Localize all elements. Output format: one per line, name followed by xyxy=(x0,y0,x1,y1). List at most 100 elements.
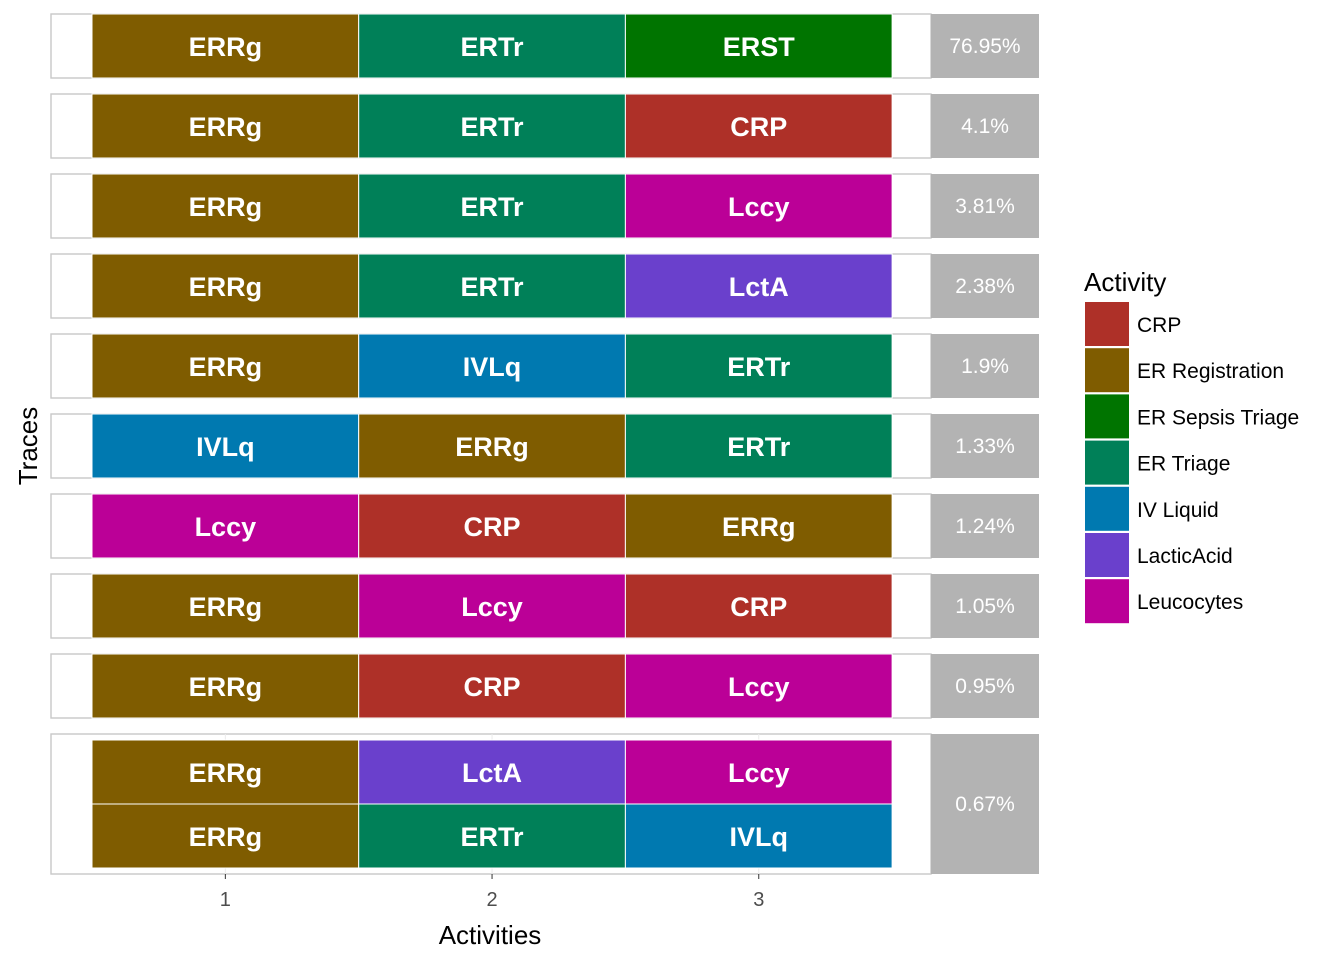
legend-label: CRP xyxy=(1137,314,1181,337)
legend-item: ER Sepsis Triage xyxy=(1085,394,1299,439)
activity-tile xyxy=(624,653,893,719)
legend-item: CRP xyxy=(1085,302,1181,346)
percentage-label: 0.67% xyxy=(955,793,1015,816)
activity-tile xyxy=(91,573,360,639)
trace-facet: ERRg ERTr CRP 4.1% xyxy=(50,93,1039,159)
legend-item: ER Registration xyxy=(1085,348,1284,393)
trace-facet: ERRg ERTr ERST 76.95% xyxy=(50,13,1039,79)
activity-tile-label: LctA xyxy=(462,758,522,788)
activity-tile xyxy=(358,739,626,805)
trace-facet: ERRg ERTr LctA 2.38% xyxy=(50,253,1039,319)
activity-tile xyxy=(91,253,360,319)
trace-facet: ERRg CRP Lccy 0.95% xyxy=(50,653,1039,719)
trace-facet: ERRg Lccy CRP 1.05% xyxy=(50,573,1039,639)
activity-tile xyxy=(358,13,626,79)
percentage-label: 3.81% xyxy=(955,195,1015,218)
activity-tile xyxy=(624,493,893,559)
percentage-strip xyxy=(931,734,1039,874)
x-tick-label: 2 xyxy=(486,889,497,911)
legend-item: Leucocytes xyxy=(1085,579,1243,624)
activity-tile xyxy=(91,173,360,239)
legend-label: LacticAcid xyxy=(1137,545,1233,568)
x-tick-label: 1 xyxy=(220,889,231,911)
activity-tile xyxy=(624,739,893,805)
activity-tile xyxy=(624,413,893,479)
activity-tile xyxy=(91,493,360,559)
activity-tile xyxy=(358,573,626,639)
activity-tile-label: Lccy xyxy=(728,192,790,222)
activity-tile xyxy=(624,173,893,239)
percentage-strip xyxy=(931,254,1039,318)
activity-tile xyxy=(624,803,893,869)
activity-tile-label: ERRg xyxy=(189,192,263,222)
activity-tile-label: ERST xyxy=(723,32,796,62)
activity-tile-label: ERTr xyxy=(461,822,525,852)
activity-tile xyxy=(624,333,893,399)
legend-label: ER Registration xyxy=(1137,360,1284,383)
activity-tile-label: ERTr xyxy=(727,352,791,382)
legend-key xyxy=(1085,579,1129,624)
activity-tile-label: ERRg xyxy=(189,592,263,622)
activity-tile-label: ERTr xyxy=(461,32,525,62)
legend: Activity CRP ER Registration ER Sepsis Tri… xyxy=(1084,267,1299,624)
percentage-strip xyxy=(931,94,1039,158)
trace-facet: ERRg LctA Lccy ERRg ERTr IVLq 0.67% xyxy=(50,733,1039,875)
legend-label: ER Sepsis Triage xyxy=(1137,406,1299,429)
trace-facet: ERRg ERTr Lccy 3.81% xyxy=(50,173,1039,239)
trace-panels: ERRg ERTr ERST 76.95% ERRg ERTr CRP 4.1% ERRg ERT… xyxy=(50,13,1039,875)
trace-facet: ERRg IVLq ERTr 1.9% xyxy=(50,333,1039,399)
activity-tile-label: LctA xyxy=(729,272,789,302)
percentage-label: 2.38% xyxy=(955,275,1015,298)
activity-tile-label: IVLq xyxy=(730,822,789,852)
activity-tile xyxy=(358,493,626,559)
activity-tile-label: ERTr xyxy=(461,192,525,222)
activity-tile xyxy=(358,653,626,719)
activity-tile xyxy=(624,93,893,159)
activity-tile xyxy=(624,13,893,79)
activity-tile-label: ERRg xyxy=(189,758,263,788)
activity-tile xyxy=(358,803,626,869)
legend-item: ER Triage xyxy=(1085,440,1230,485)
activity-tile xyxy=(358,93,626,159)
percentage-strip xyxy=(931,334,1039,398)
percentage-label: 4.1% xyxy=(961,115,1009,138)
activity-tile xyxy=(624,573,893,639)
activity-tile-label: CRP xyxy=(464,672,521,702)
activity-tile-label: CRP xyxy=(464,512,521,542)
activity-tile-label: ERRg xyxy=(189,32,263,62)
legend-label: Leucocytes xyxy=(1137,591,1243,614)
percentage-label: 1.9% xyxy=(961,355,1009,378)
percentage-label: 76.95% xyxy=(949,35,1020,58)
activity-tile-label: CRP xyxy=(730,112,787,142)
activity-tile xyxy=(91,739,360,805)
trace-facet: Lccy CRP ERRg 1.24% xyxy=(50,493,1039,559)
activity-tile-label: ERTr xyxy=(461,272,525,302)
activity-tile-label: CRP xyxy=(730,592,787,622)
percentage-strip xyxy=(931,14,1039,78)
legend-item: LacticAcid xyxy=(1085,533,1233,577)
percentage-strip xyxy=(931,174,1039,238)
activity-tile xyxy=(358,253,626,319)
activity-tile xyxy=(358,173,626,239)
y-axis-title: Traces xyxy=(13,407,43,486)
x-axis-ticks: 1 2 3 xyxy=(220,874,764,911)
activity-tile-label: Lccy xyxy=(461,592,523,622)
activity-tile xyxy=(358,333,626,399)
activity-tile-label: Lccy xyxy=(195,512,257,542)
activity-tile xyxy=(624,253,893,319)
legend-key xyxy=(1085,486,1129,531)
activity-tile-label: ERTr xyxy=(461,112,525,142)
activity-tile xyxy=(91,93,360,159)
activity-tile-label: ERRg xyxy=(189,112,263,142)
x-tick-label: 3 xyxy=(753,889,764,911)
legend-label: ER Triage xyxy=(1137,453,1230,476)
percentage-label: 0.95% xyxy=(955,675,1015,698)
percentage-strip xyxy=(931,654,1039,718)
percentage-label: 1.24% xyxy=(955,515,1015,538)
legend-item: IV Liquid xyxy=(1085,486,1219,531)
activity-tile-label: ERRg xyxy=(189,672,263,702)
trace-facet: IVLq ERRg ERTr 1.33% xyxy=(50,413,1039,479)
activity-tile-label: ERTr xyxy=(727,432,791,462)
legend-key xyxy=(1085,533,1129,577)
